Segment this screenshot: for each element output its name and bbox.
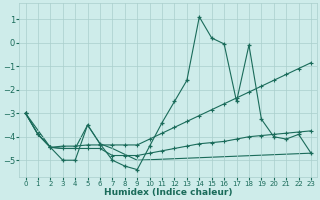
X-axis label: Humidex (Indice chaleur): Humidex (Indice chaleur) — [104, 188, 233, 197]
